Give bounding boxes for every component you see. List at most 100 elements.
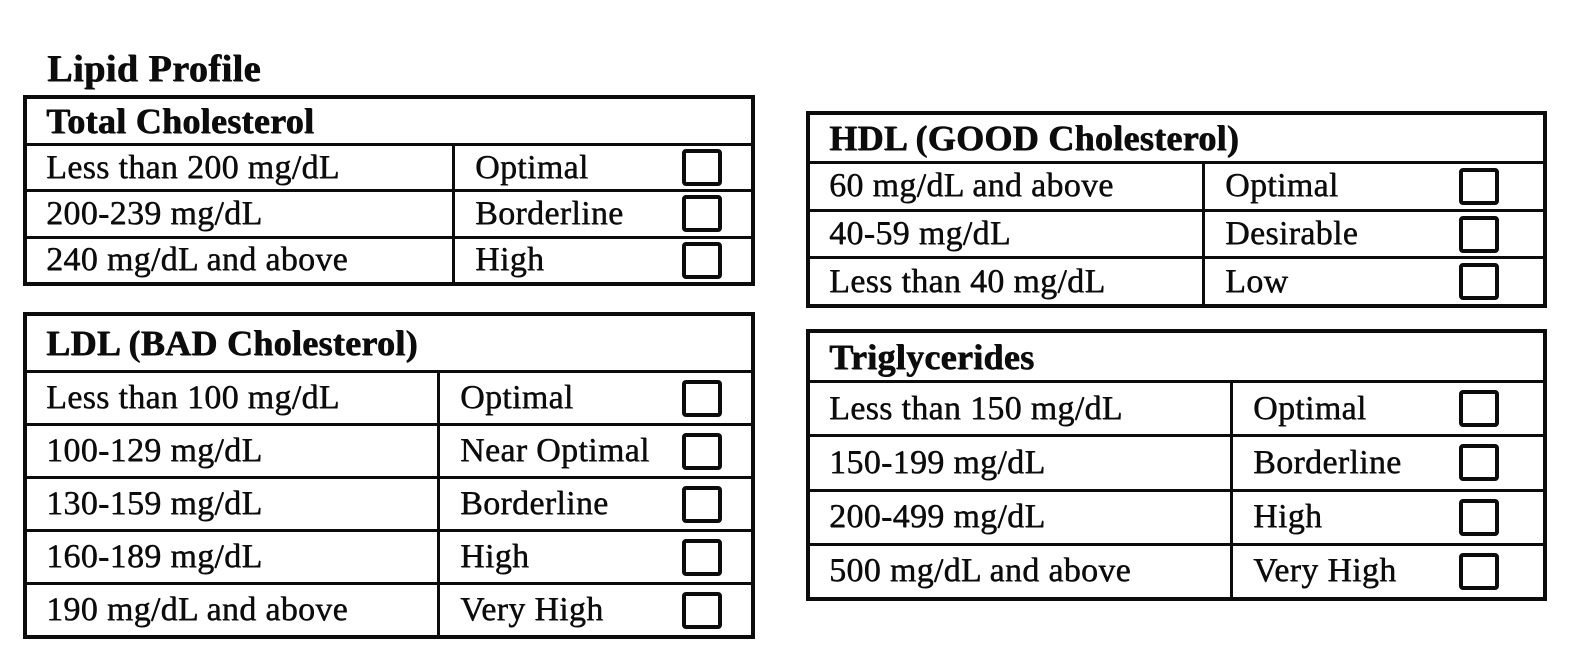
category-text: High — [1253, 498, 1323, 536]
category-text: Desirable — [1225, 215, 1358, 252]
category-cell: High — [1233, 492, 1543, 543]
table-total-cholesterol: Total Cholesterol Less than 200 mg/dL Opti… — [23, 95, 755, 286]
range-cell: 60 mg/dL and above — [810, 164, 1205, 209]
category-cell: Low — [1205, 259, 1543, 304]
table-header-text: Total Cholesterol — [46, 101, 315, 141]
range-cell: Less than 100 mg/dL — [27, 373, 440, 423]
checkbox-hdl-good-cholesterol-low[interactable] — [1459, 263, 1499, 301]
range-text: 240 mg/dL and above — [46, 241, 348, 279]
range-text: 200-239 mg/dL — [46, 194, 263, 232]
checkbox-triglycerides-high[interactable] — [1459, 498, 1499, 536]
category-cell: Borderline — [455, 192, 751, 235]
category-cell: Near Optimal — [440, 426, 751, 476]
triglycerides-row-optimal: Less than 150 mg/dL Optimal — [810, 380, 1543, 435]
range-cell: 240 mg/dL and above — [27, 238, 455, 282]
category-text: Low — [1225, 262, 1289, 300]
ldl-bad-cholesterol-header-row: LDL (BAD Cholesterol) — [27, 316, 751, 370]
category-cell: Optimal — [440, 373, 751, 423]
ldl-bad-cholesterol-row-very-high: 190 mg/dL and above Very High — [27, 582, 751, 635]
table-ldl-bad-cholesterol: LDL (BAD Cholesterol) Less than 100 mg/dL… — [23, 312, 755, 639]
range-cell: 200-499 mg/dL — [810, 491, 1233, 543]
checkbox-total-cholesterol-borderline[interactable] — [682, 195, 722, 233]
triglycerides-header-row: Triglycerides — [810, 333, 1543, 380]
category-text: Borderline — [460, 485, 609, 522]
category-text: Very High — [460, 591, 604, 628]
category-cell: Desirable — [1205, 212, 1543, 257]
hdl-good-cholesterol-row-low: Less than 40 mg/dL Low — [810, 256, 1543, 305]
ldl-bad-cholesterol-row-borderline: 130-159 mg/dL Borderline — [27, 476, 751, 529]
table-header-text: Triglycerides — [829, 336, 1035, 377]
range-cell: 40-59 mg/dL — [810, 211, 1205, 257]
range-cell: 500 mg/dL and above — [810, 545, 1233, 597]
range-text: 200-499 mg/dL — [829, 498, 1046, 536]
total-cholesterol-row-borderline: 200-239 mg/dL Borderline — [27, 189, 751, 236]
category-cell: Very High — [440, 585, 751, 635]
range-cell: 190 mg/dL and above — [27, 585, 440, 635]
range-cell: 100-129 mg/dL — [27, 426, 440, 476]
range-text: 40-59 mg/dL — [829, 215, 1011, 252]
range-text: 190 mg/dL and above — [46, 591, 348, 628]
range-text: 60 mg/dL and above — [829, 167, 1114, 205]
range-text: 100-129 mg/dL — [46, 432, 263, 469]
checkbox-ldl-bad-cholesterol-high[interactable] — [682, 538, 722, 576]
table-header-text: HDL (GOOD Cholesterol) — [829, 118, 1239, 158]
checkbox-ldl-bad-cholesterol-optimal[interactable] — [682, 379, 722, 417]
range-text: 130-159 mg/dL — [46, 485, 263, 522]
page-title: Lipid Profile — [47, 48, 261, 91]
category-text: Very High — [1253, 552, 1397, 590]
category-cell: Optimal — [1233, 383, 1543, 434]
table-header-text: LDL (BAD Cholesterol) — [46, 323, 418, 363]
range-text: 500 mg/dL and above — [829, 552, 1131, 590]
category-text: High — [475, 241, 545, 279]
range-text: Less than 150 mg/dL — [829, 389, 1123, 427]
range-cell: 130-159 mg/dL — [27, 479, 440, 529]
range-text: 150-199 mg/dL — [829, 443, 1046, 481]
checkbox-ldl-bad-cholesterol-borderline[interactable] — [682, 485, 722, 523]
category-text: Optimal — [475, 148, 589, 186]
range-text: 160-189 mg/dL — [46, 538, 263, 575]
hdl-good-cholesterol-row-optimal: 60 mg/dL and above Optimal — [810, 161, 1543, 209]
category-text: High — [460, 538, 530, 575]
checkbox-hdl-good-cholesterol-optimal[interactable] — [1459, 167, 1499, 205]
hdl-good-cholesterol-header-row: HDL (GOOD Cholesterol) — [810, 115, 1543, 161]
category-cell: Borderline — [440, 479, 751, 529]
total-cholesterol-row-high: 240 mg/dL and above High — [27, 235, 751, 282]
checkbox-triglycerides-borderline[interactable] — [1459, 444, 1499, 482]
checkbox-total-cholesterol-high[interactable] — [682, 241, 722, 279]
table-triglycerides: Triglycerides Less than 150 mg/dL Optimal 1… — [806, 329, 1547, 601]
table-hdl-good-cholesterol: HDL (GOOD Cholesterol) 60 mg/dL and above… — [806, 111, 1547, 308]
ldl-bad-cholesterol-row-high: 160-189 mg/dL High — [27, 529, 751, 582]
checkbox-triglycerides-very-high[interactable] — [1459, 552, 1499, 590]
category-cell: High — [440, 532, 751, 582]
triglycerides-row-very-high: 500 mg/dL and above Very High — [810, 542, 1543, 597]
category-cell: Very High — [1233, 546, 1543, 597]
category-cell: High — [455, 239, 751, 282]
category-text: Borderline — [1253, 443, 1402, 481]
ldl-bad-cholesterol-row-optimal: Less than 100 mg/dL Optimal — [27, 370, 751, 423]
category-text: Borderline — [475, 194, 624, 232]
total-cholesterol-header-row: Total Cholesterol — [27, 99, 751, 143]
triglycerides-row-high: 200-499 mg/dL High — [810, 488, 1543, 543]
category-cell: Optimal — [455, 146, 751, 189]
range-cell: 150-199 mg/dL — [810, 437, 1233, 489]
range-text: Less than 100 mg/dL — [46, 379, 340, 416]
range-cell: Less than 150 mg/dL — [810, 383, 1233, 435]
checkbox-triglycerides-optimal[interactable] — [1459, 390, 1499, 428]
checkbox-hdl-good-cholesterol-desirable[interactable] — [1459, 215, 1499, 253]
range-cell: Less than 40 mg/dL — [810, 259, 1205, 305]
range-text: Less than 200 mg/dL — [46, 148, 340, 186]
range-cell: 160-189 mg/dL — [27, 532, 440, 582]
category-cell: Optimal — [1205, 164, 1543, 209]
checkbox-ldl-bad-cholesterol-near-optimal[interactable] — [682, 432, 722, 470]
range-cell: Less than 200 mg/dL — [27, 146, 455, 190]
triglycerides-row-borderline: 150-199 mg/dL Borderline — [810, 434, 1543, 489]
checkbox-ldl-bad-cholesterol-very-high[interactable] — [682, 591, 722, 629]
range-cell: 200-239 mg/dL — [27, 192, 455, 236]
hdl-good-cholesterol-row-desirable: 40-59 mg/dL Desirable — [810, 208, 1543, 257]
checkbox-total-cholesterol-optimal[interactable] — [682, 149, 722, 187]
total-cholesterol-row-optimal: Less than 200 mg/dL Optimal — [27, 143, 751, 190]
range-text: Less than 40 mg/dL — [829, 262, 1106, 300]
category-cell: Borderline — [1233, 437, 1543, 488]
ldl-bad-cholesterol-row-near-optimal: 100-129 mg/dL Near Optimal — [27, 423, 751, 476]
category-text: Optimal — [1225, 167, 1339, 205]
